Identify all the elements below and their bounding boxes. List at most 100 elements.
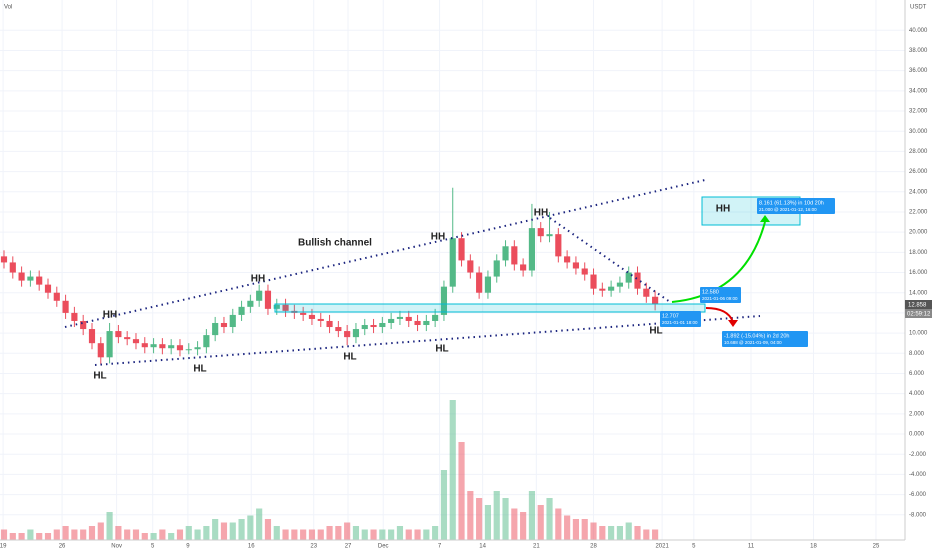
volume-bar [361,529,368,540]
candle-body [132,339,140,344]
volume-bar [520,512,527,540]
annotation: HL [649,326,662,337]
volume-bar [511,508,518,540]
bear-arrow [728,320,738,327]
candle-body [238,306,245,315]
volume-bar [537,505,544,540]
volume-bar [379,529,386,540]
volume-bar [71,529,78,540]
volume-bar [502,498,509,540]
candle-body [458,238,465,261]
y-tick-label: 0.000 [909,432,925,438]
currency-label: USDT [910,5,927,11]
volume-bar [53,529,60,540]
candle-body [141,343,148,348]
info-subtext: 2021-01-06 09:00 [702,296,738,301]
volume-bar [352,526,360,540]
y-tick-label: 26.000 [909,169,928,175]
candle-body [0,256,8,263]
x-tick-label: 9 [186,544,190,550]
candle-body [62,300,69,313]
candle-body [80,320,87,330]
volume-bar [555,508,562,540]
candle-body [9,262,16,273]
volume-bar [484,505,492,540]
annotation: HH [534,208,548,219]
annotation: HL [343,352,356,363]
volume-bar [168,533,175,540]
volume-bar [616,526,623,540]
drawings [64,179,801,366]
y-tick-label: 40.000 [909,28,928,34]
info-box [660,311,701,327]
info-subtext: 21.000 @ 2021-01-12, 16:00 [759,207,817,212]
volume-bar [528,491,536,540]
volume-bar [97,522,104,540]
candle-body [282,304,289,311]
candle-body [502,246,509,261]
candle-body [476,272,483,293]
annotation: Bullish channel [298,238,372,249]
volume-bar [634,526,641,540]
annotation: HH [431,232,445,243]
info-text: -1.892 (-15.04%) in 2d 20h [724,333,789,339]
candle-body [124,337,131,340]
countdown: 02:59:12 [907,312,931,318]
volume-bar [308,529,316,540]
volume-bar [220,522,228,540]
volume-bar [317,529,324,540]
candle-body [599,288,606,291]
volume-bar [572,519,580,540]
x-tick-label: 28 [590,544,597,550]
y-tick-label: 28.000 [909,149,928,155]
volume-bar [124,529,131,540]
volume-bar [300,529,307,540]
candle-body [53,292,60,301]
bull-arrow [760,215,770,222]
volume-bar [344,522,351,540]
y-tick-label: -6.000 [909,492,927,498]
candle-body [634,272,641,289]
candle-body [520,264,527,271]
candle-body [300,312,307,315]
candle-body [317,318,324,321]
annotation: HH [716,204,730,215]
volume-bar [291,529,298,540]
bear-path [705,307,734,323]
volume-label: Vol [4,5,12,11]
volume-bar [132,529,140,540]
candle-body [229,314,236,328]
volume-bar [247,515,254,540]
candle-body [449,238,456,287]
candle-body [36,276,43,285]
y-tick-label: 20.000 [909,230,928,236]
channel-lower [94,315,761,366]
candle-body [432,314,439,321]
candle-body [273,304,280,309]
annotation: HL [93,371,106,382]
info-subtext: 2021-01-01 18:00 [662,320,698,325]
y-tick-label: 14.000 [909,290,928,296]
info-text: 12.580 [702,289,719,295]
x-tick-label: 16 [248,544,255,550]
info-box [722,331,808,347]
candle-body [581,268,588,275]
candle-body [326,320,333,328]
y-tick-label: 38.000 [909,48,928,54]
candle-body [71,312,78,321]
x-tick-label: 11 [748,544,755,550]
y-tick-label: 22.000 [909,210,928,216]
volume-bar [212,519,219,540]
volume-bar [599,526,606,540]
candle-body [18,272,25,281]
y-tick-label: 24.000 [909,189,928,195]
candle-body [546,234,553,237]
volume-bar [608,526,615,540]
candle-body [212,322,219,336]
annotation: HL [435,344,448,355]
candle-body [423,320,430,326]
candle-body [493,260,500,277]
candle-body [652,296,659,305]
volume-bar [106,512,113,540]
